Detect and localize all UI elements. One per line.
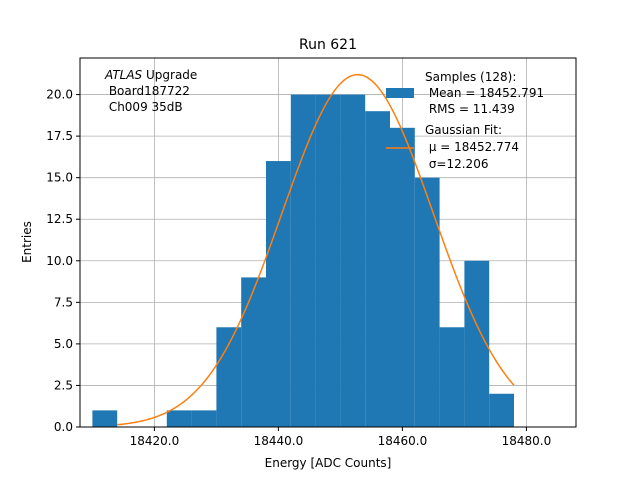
x-axis-label: Energy [ADC Counts] <box>265 456 392 470</box>
y-axis-ticks: 0.0 2.5 5.0 7.5 10.0 12.5 15.0 17.5 20.0 <box>46 88 80 434</box>
legend-samples-line-2: Mean = 18452.791 <box>425 86 544 100</box>
histogram-bar <box>266 161 291 427</box>
y-tick-label: 15.0 <box>46 171 73 185</box>
y-tick-label: 2.5 <box>54 378 73 392</box>
legend-samples-line-1: Samples (128): <box>425 70 516 84</box>
annotation-box: ATLAS Upgrade Board187722 Ch009 35dB <box>104 68 197 114</box>
histogram-bar <box>414 177 440 427</box>
chart-title: Run 621 <box>299 37 357 53</box>
histogram-bar <box>489 393 514 427</box>
y-tick-label: 5.0 <box>54 337 73 351</box>
x-tick-label: 18460.0 <box>378 434 428 448</box>
histogram-bar <box>290 94 316 427</box>
gaussian-fit <box>117 73 515 426</box>
y-tick-label: 7.5 <box>54 295 73 309</box>
y-tick-label: 17.5 <box>46 129 73 143</box>
x-tick-label: 18420.0 <box>130 434 180 448</box>
annotation-line-3: Ch009 35dB <box>105 100 183 114</box>
histogram-bar <box>390 127 415 427</box>
histogram-bar <box>92 410 118 427</box>
legend-samples-swatch <box>386 88 414 98</box>
histogram-bars <box>92 94 514 428</box>
histogram-bar <box>241 277 266 427</box>
legend-fit-line-1: Gaussian Fit: <box>425 123 502 137</box>
gaussian-fit-curve <box>117 73 515 426</box>
x-tick-label: 18440.0 <box>254 434 304 448</box>
annotation-atlas: ATLAS <box>104 68 143 82</box>
annotation-line-1: ATLAS Upgrade <box>104 68 197 82</box>
legend: Samples (128): Mean = 18452.791 RMS = 11… <box>386 70 544 171</box>
histogram-bar <box>216 327 242 427</box>
y-tick-label: 20.0 <box>46 88 73 102</box>
histogram-bar <box>464 260 490 427</box>
y-tick-label: 12.5 <box>46 212 73 226</box>
y-tick-label: 0.0 <box>54 420 73 434</box>
annotation-line-2: Board187722 <box>105 84 190 98</box>
histogram-bar <box>191 410 217 427</box>
x-axis-ticks: 18420.0 18440.0 18460.0 18480.0 <box>130 427 552 448</box>
histogram-bar <box>365 111 390 428</box>
x-tick-label: 18480.0 <box>502 434 552 448</box>
legend-fit-line-3: σ=12.206 <box>425 157 488 171</box>
histogram-bar <box>315 94 341 427</box>
histogram-bar <box>166 410 192 427</box>
y-tick-label: 10.0 <box>46 254 73 268</box>
legend-fit-line-2: μ = 18452.774 <box>425 140 519 154</box>
annotation-upgrade: Upgrade <box>142 68 197 82</box>
legend-samples-line-3: RMS = 11.439 <box>425 102 515 116</box>
histogram-bar <box>340 94 366 427</box>
histogram-bar <box>439 327 465 427</box>
y-axis-label: Entries <box>20 221 34 263</box>
plot-frame <box>79 57 577 428</box>
